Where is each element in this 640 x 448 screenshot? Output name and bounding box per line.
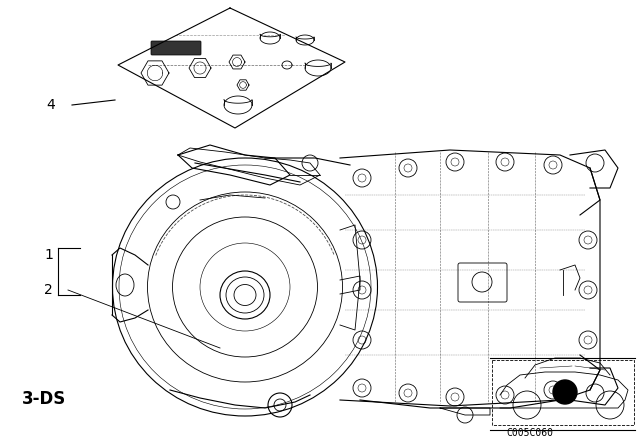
Circle shape [553,380,577,404]
FancyBboxPatch shape [151,41,201,55]
Text: 1: 1 [44,248,53,262]
Text: C005C060: C005C060 [506,428,554,438]
Text: 2: 2 [44,283,53,297]
Text: 4: 4 [46,98,55,112]
Text: 3-DS: 3-DS [22,390,67,408]
